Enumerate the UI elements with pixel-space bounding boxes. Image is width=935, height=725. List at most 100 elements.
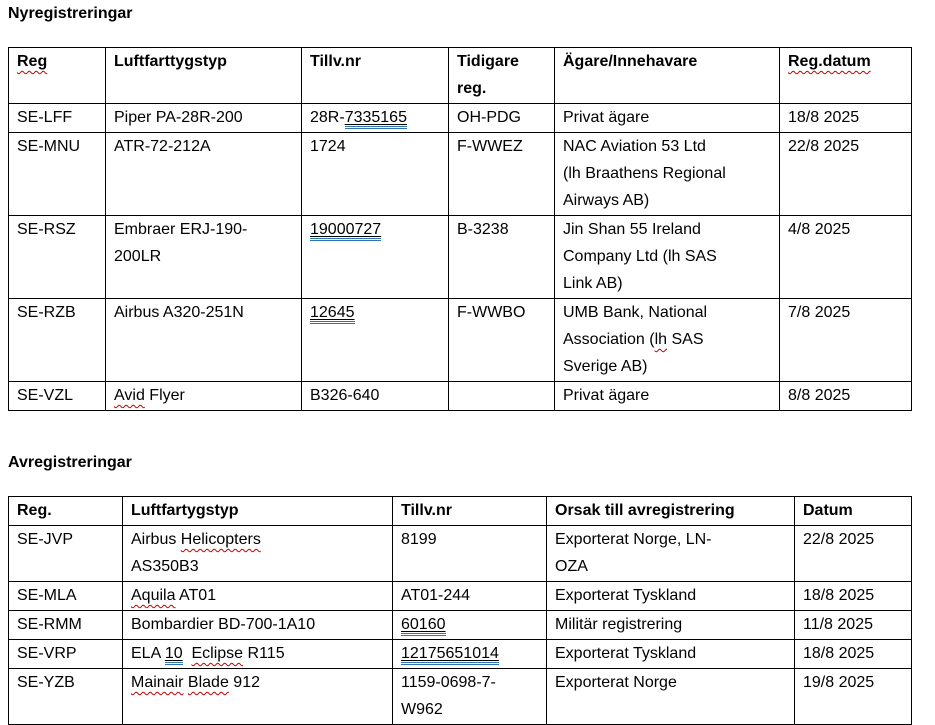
cell-text: Ägare/Innehavare	[563, 53, 698, 70]
table-cell: 19000727	[301, 215, 449, 299]
table-cell: Privat ägare	[554, 381, 780, 411]
table-cell: Bombardier BD-700-1A10	[122, 610, 393, 640]
table-row: SE-RSZ Embraer ERJ-190- 200LR 19000727 B-32…	[8, 215, 912, 299]
consistency-flagged-number: 10	[164, 645, 183, 665]
cell-text: Exporterat Norge, LN- OZA	[555, 531, 712, 575]
cell-text: AT01	[175, 587, 217, 604]
table-cell: Airbus A320-251N	[105, 298, 302, 382]
table-cell: UMB Bank, National Association (lh SAS S…	[554, 298, 780, 382]
cell-text: Tillv.nr	[310, 53, 361, 70]
spellcheck-flagged-text: Avid	[114, 387, 145, 404]
cell-text: Privat ägare	[563, 109, 650, 126]
cell-text: NAC Aviation 53 Ltd (lh Braathens Region…	[563, 138, 726, 209]
table-row: SE-RMM Bombardier BD-700-1A10 60160 Militär…	[8, 610, 912, 640]
cell-text: ATR-72-212A	[114, 138, 211, 155]
cell-text: UMB Bank, National Association (	[563, 304, 708, 348]
cell-text: Exporterat Tyskland	[555, 645, 697, 662]
table-cell: SE-VZL	[8, 381, 106, 411]
table-cell: 28R-7335165	[301, 103, 449, 133]
cell-text	[183, 645, 192, 662]
table-cell: 19/8 2025	[794, 668, 912, 725]
table-cell: SE-RZB	[8, 298, 106, 382]
column-header: Reg	[8, 47, 106, 104]
column-header: Datum	[794, 496, 912, 526]
spellcheck-flagged-text: Blade	[187, 674, 229, 691]
cell-text: 22/8 2025	[803, 531, 875, 548]
section-title-avregistreringar: Avregistreringar	[8, 454, 132, 471]
table-cell: 11/8 2025	[794, 610, 912, 640]
table-row: SE-JVP Airbus Helicopters AS350B3 8199 Expo…	[8, 525, 912, 582]
cell-text: 7/8 2025	[788, 304, 851, 321]
cell-text: Airbus	[131, 531, 181, 548]
spellcheck-flagged-text: Aquila	[131, 587, 176, 604]
table-cell: Exporterat Norge, LN- OZA	[546, 525, 795, 582]
cell-text: Datum	[803, 502, 853, 519]
table-cell: AT01-244	[392, 581, 547, 611]
table-row: SE-YZB Mainair Blade 912 1159-0698-7- W962…	[8, 668, 912, 725]
cell-text: Tidigare reg.	[457, 53, 519, 97]
consistency-flagged-number: 12175651014	[401, 645, 499, 665]
table-row: SE-VRP ELA 10 Eclipse R115 12175651014 Expo…	[8, 639, 912, 669]
column-header: Reg.	[8, 496, 123, 526]
table-cell: Piper PA-28R-200	[105, 103, 302, 133]
table-cell: Mainair Blade 912	[122, 668, 393, 725]
cell-text: Flyer	[144, 387, 185, 404]
cell-text: ELA	[131, 645, 165, 662]
cell-text: Privat ägare	[563, 387, 650, 404]
cell-text: Luftfartygstyp	[131, 502, 239, 519]
cell-text: Militär registrering	[555, 616, 683, 633]
table-cell: 1159-0698-7- W962	[392, 668, 547, 725]
cell-text: SE-LFF	[17, 109, 73, 126]
table-cell: Militär registrering	[546, 610, 795, 640]
table-cell: NAC Aviation 53 Ltd (lh Braathens Region…	[554, 132, 780, 216]
column-header: Luftfarttygstyp	[105, 47, 302, 104]
header-row: Reg Luftfarttygstyp Tillv.nr Tidigare reg. Ä…	[8, 47, 912, 104]
table-row: SE-RZB Airbus A320-251N 12645 F-WWBO UMB Ban…	[8, 298, 912, 382]
cell-text: SE-MLA	[17, 587, 77, 604]
cell-text: 18/8 2025	[803, 645, 875, 662]
deregistrations-table: Reg. Luftfartygstyp Tillv.nr Orsak till avr…	[8, 496, 912, 725]
table-row: SE-MNU ATR-72-212A 1724 F-WWEZ NAC Aviation …	[8, 132, 912, 216]
cell-text: Jin Shan 55 Ireland Company Ltd (lh SAS …	[563, 221, 717, 292]
table-cell: Exporterat Tyskland	[546, 581, 795, 611]
column-header: Tidigare reg.	[448, 47, 555, 104]
cell-text: Tillv.nr	[401, 502, 452, 519]
table-cell: 18/8 2025	[794, 639, 912, 669]
spellcheck-flagged-text: Reg	[17, 53, 48, 70]
table-cell: ATR-72-212A	[105, 132, 302, 216]
table-cell: Exporterat Tyskland	[546, 639, 795, 669]
table-cell: Exporterat Norge	[546, 668, 795, 725]
table-cell: 18/8 2025	[794, 581, 912, 611]
spellcheck-flagged-text: Eclipse	[191, 645, 244, 662]
cell-text: B-3238	[457, 221, 509, 238]
table-cell: SE-YZB	[8, 668, 123, 725]
cell-text: 1159-0698-7- W962	[401, 674, 496, 718]
table-cell: Jin Shan 55 Ireland Company Ltd (lh SAS …	[554, 215, 780, 299]
table-row: SE-LFF Piper PA-28R-200 28R-7335165 OH-PDG P…	[8, 103, 912, 133]
consistency-flagged-number: 12645	[310, 304, 355, 324]
consistency-flagged-number: 7335165	[344, 109, 407, 129]
table-cell: F-WWEZ	[448, 132, 555, 216]
spellcheck-flagged-text: Reg.datum	[788, 53, 871, 70]
table-cell: 22/8 2025	[794, 525, 912, 582]
cell-text: Exporterat Tyskland	[555, 587, 697, 604]
table-cell: 60160	[392, 610, 547, 640]
table-cell: 22/8 2025	[779, 132, 912, 216]
table-cell: 7/8 2025	[779, 298, 912, 382]
cell-text: 912	[228, 674, 260, 691]
cell-text: SE-YZB	[17, 674, 75, 691]
table-cell: SE-RSZ	[8, 215, 106, 299]
table-cell: Privat ägare	[554, 103, 780, 133]
cell-text: 18/8 2025	[788, 109, 860, 126]
table-cell: SE-MNU	[8, 132, 106, 216]
table-cell: SE-VRP	[8, 639, 123, 669]
cell-text: 1724	[310, 138, 346, 155]
table-cell: Aquila AT01	[122, 581, 393, 611]
table-row: SE-VZL Avid Flyer B326-640 Privat ägare 8/8 …	[8, 381, 912, 411]
cell-text: AT01-244	[401, 587, 471, 604]
cell-text: 18/8 2025	[803, 587, 875, 604]
table-cell: B326-640	[301, 381, 449, 411]
table-cell: 12645	[301, 298, 449, 382]
column-header: Orsak till avregistrering	[546, 496, 795, 526]
